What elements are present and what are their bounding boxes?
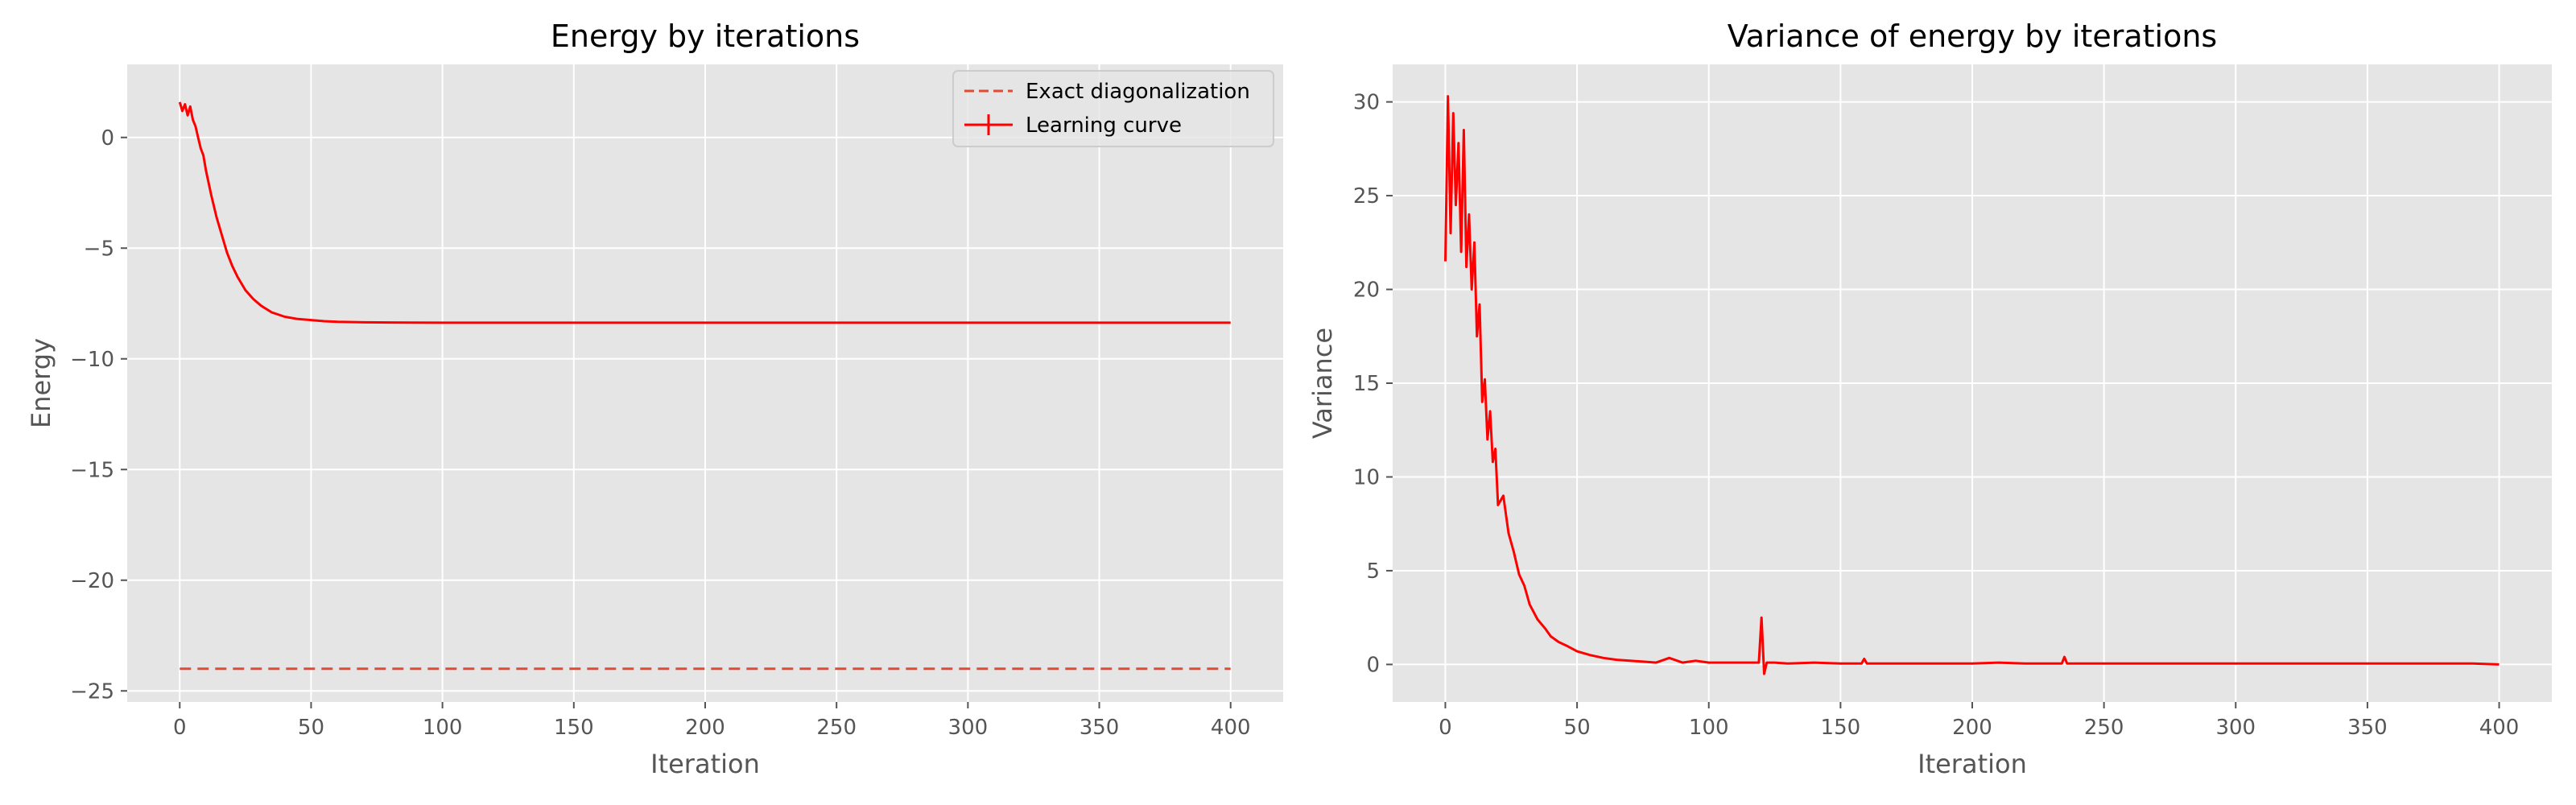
variance-x-tick-label: 150: [1821, 716, 1861, 740]
energy-x-tick-label: 0: [173, 716, 187, 740]
variance-y-tick-label: 15: [1353, 372, 1380, 396]
energy-y-axis-label: Energy: [26, 338, 56, 428]
energy-x-tick-label: 350: [1080, 716, 1120, 740]
energy-x-tick-label: 50: [298, 716, 324, 740]
variance-x-tick-label: 50: [1564, 716, 1591, 740]
variance-x-tick-label: 400: [2479, 716, 2520, 740]
energy-grid: [127, 64, 1283, 702]
energy-legend: Exact diagonalization Learning curve: [952, 70, 1274, 147]
energy-y-tick-label: −20: [70, 569, 114, 593]
energy-y-tick-label: −5: [84, 237, 114, 261]
variance-y-tick-label: 0: [1366, 653, 1380, 677]
legend-learning-label: Learning curve: [1026, 114, 1182, 138]
variance-y-tick-label: 10: [1353, 465, 1380, 489]
energy-x-tick-label: 300: [948, 716, 989, 740]
energy-marks: [178, 101, 1231, 671]
variance-marks: [1444, 95, 2500, 675]
variance-y-tick-label: 5: [1366, 559, 1380, 584]
variance-ticks: 0 50 100 150 200 250 300 350 400 0 5 10 15 20 25 30: [1353, 91, 2519, 740]
variance-x-axis-label: Iteration: [1918, 749, 2027, 779]
energy-x-tick-label: 250: [816, 716, 857, 740]
variance-x-tick-label: 0: [1439, 716, 1452, 740]
variance-x-tick-label: 200: [1952, 716, 1992, 740]
variance-y-axis-label: Variance: [1307, 328, 1338, 439]
energy-ticks: 0 50 100 150 200 250 300 350 400 0 −5 −10 −15 −20 −25: [70, 126, 1250, 740]
variance-chart-title: Variance of energy by iterations: [1728, 19, 2217, 54]
energy-x-tick-label: 150: [554, 716, 594, 740]
energy-y-tick-label: −10: [70, 348, 114, 372]
energy-chart-title: Energy by iterations: [551, 19, 860, 54]
variance-y-tick-label: 25: [1353, 184, 1380, 208]
legend-exact-label: Exact diagonalization: [1026, 80, 1250, 104]
energy-series-line-learning: [178, 101, 1231, 324]
variance-series-line: [1444, 95, 2500, 675]
variance-chart: 0 50 100 150 200 250 300 350 400 0 5 10 15 20 25 30 Var…: [1307, 19, 2552, 779]
energy-chart: 0 50 100 150 200 250 300 350 4000−5−10−15−20−25 …: [26, 19, 1283, 779]
energy-x-tick-label: 100: [423, 716, 463, 740]
variance-y-tick-label: 20: [1353, 279, 1380, 303]
energy-y-tick-label: −25: [70, 679, 114, 704]
energy-x-tick-label: 400: [1211, 716, 1251, 740]
variance-x-tick-label: 300: [2215, 716, 2256, 740]
energy-x-tick-label: 200: [685, 716, 725, 740]
variance-y-tick-label: 30: [1353, 91, 1380, 115]
variance-x-tick-label: 250: [2084, 716, 2124, 740]
legend-box: [952, 70, 1274, 147]
energy-y-tick-label: −15: [70, 458, 114, 482]
variance-x-tick-label: 100: [1689, 716, 1729, 740]
variance-x-tick-label: 350: [2347, 716, 2388, 740]
energy-y-tick-label: 0: [101, 126, 114, 151]
energy-x-axis-label: Iteration: [650, 749, 760, 779]
